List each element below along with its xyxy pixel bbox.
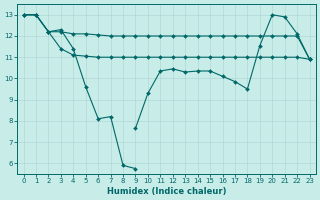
- X-axis label: Humidex (Indice chaleur): Humidex (Indice chaleur): [107, 187, 226, 196]
